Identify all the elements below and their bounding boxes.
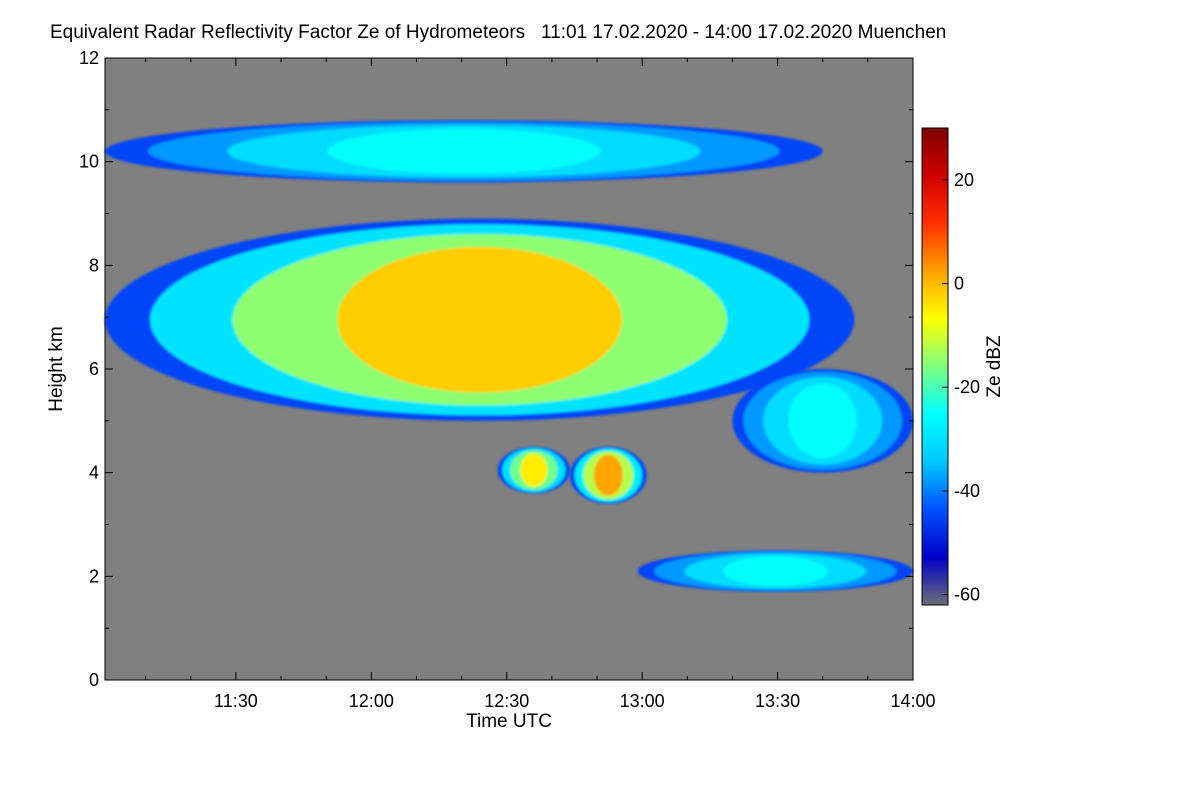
colorbar-axis: 20 0 -20 -40 -60	[942, 170, 980, 605]
region-mid-cloud-2	[569, 446, 647, 504]
y-tick-label: 10	[79, 152, 99, 172]
colorbar-label: Ze dBZ	[984, 335, 1005, 398]
y-tick-label: 8	[89, 255, 99, 275]
colorbar-tick-label: -40	[954, 481, 980, 501]
colorbar-tick-label: 0	[954, 274, 964, 294]
x-tick-label: 14:00	[890, 691, 935, 711]
colorbar	[921, 127, 949, 606]
y-axis-label: Height km	[46, 326, 67, 412]
region-mid-cloud-1	[497, 446, 570, 494]
region-upper-cirrus	[105, 120, 823, 183]
colorbar-tick-label: 20	[954, 170, 974, 190]
region-right-mid-layer	[732, 369, 913, 473]
y-tick-label: 0	[89, 670, 99, 690]
x-tick-label: 11:30	[214, 691, 258, 711]
y-tick-label: 12	[79, 48, 99, 68]
region-contour	[723, 556, 828, 587]
x-axis: 11:30 12:00 12:30 13:00 13:30 14:00	[145, 58, 936, 711]
colorbar-tick-label: -20	[954, 377, 980, 397]
y-tick-label: 4	[89, 463, 99, 483]
region-contour	[788, 383, 858, 459]
y-tick-label: 6	[89, 359, 99, 379]
region-main-cloud-layer	[105, 218, 855, 421]
region-contour	[520, 453, 548, 487]
region-contour	[337, 246, 623, 393]
x-tick-label: 13:00	[620, 691, 665, 711]
chart-title: Equivalent Radar Reflectivity Factor Ze …	[50, 22, 947, 43]
y-tick-label: 2	[89, 566, 99, 586]
x-tick-label: 12:30	[484, 691, 529, 711]
colorbar-tick-label: -60	[954, 585, 980, 605]
region-low-layer	[637, 550, 913, 592]
y-axis: 0 2 4 6 8 10 12	[79, 48, 913, 690]
x-axis-label: Time UTC	[466, 711, 552, 732]
region-contour	[327, 128, 601, 174]
x-tick-label: 12:00	[349, 691, 394, 711]
x-tick-label: 13:30	[755, 691, 800, 711]
reflectivity-regions	[105, 120, 913, 592]
region-contour	[593, 454, 623, 496]
